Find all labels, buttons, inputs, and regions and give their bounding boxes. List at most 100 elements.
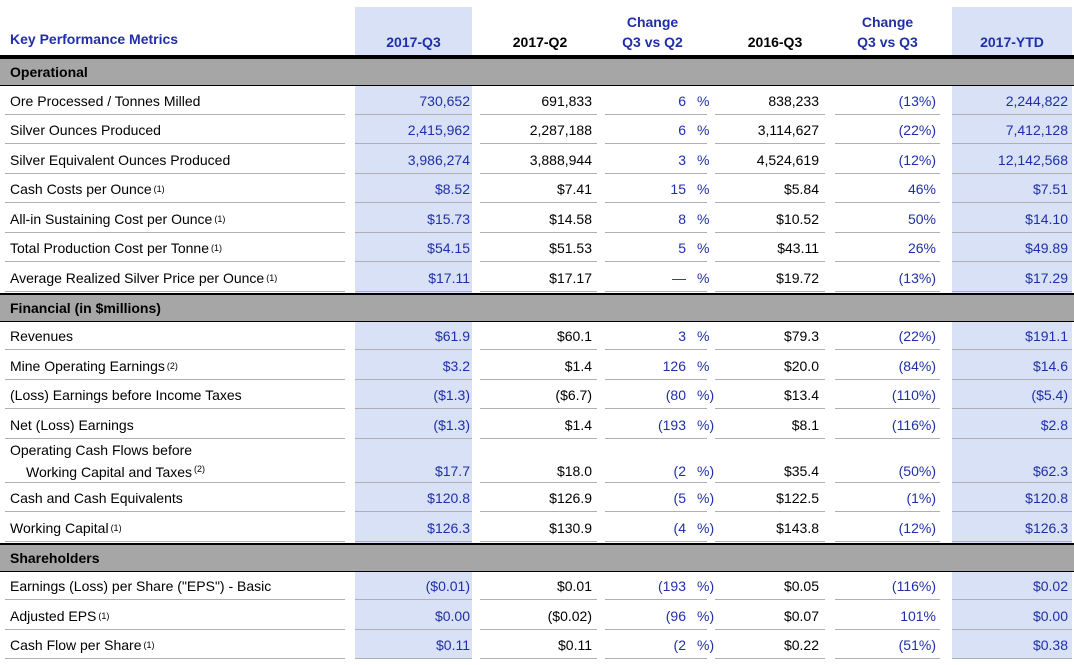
row-underline (952, 349, 1072, 350)
row-underline (952, 143, 1072, 144)
value-2017-ytd: $14.10 (1025, 210, 1068, 227)
change-q3-vs-q3: (12%) (898, 519, 936, 536)
row-underline (355, 172, 472, 174)
row-label-text: Adjusted EPS (10, 607, 97, 624)
row-underline (5, 599, 345, 600)
row-underline (5, 202, 345, 203)
change-q3-vs-q3: (22%) (898, 122, 936, 139)
row-underline (715, 378, 825, 380)
change-q3-vs-q2-value: (2 (673, 462, 686, 479)
change-q3-vs-q2-percent: % (697, 181, 710, 198)
row-underline (480, 113, 597, 115)
value-2017-q3: 2,415,962 (407, 122, 470, 139)
value-2017-q3: $3.2 (442, 357, 470, 374)
row-label-text: Mine Operating Earnings (10, 357, 165, 374)
value-2017-ytd: $62.3 (1032, 462, 1068, 479)
row-underline (355, 231, 472, 233)
row-underline (952, 290, 1072, 292)
row-underline (835, 113, 940, 115)
value-2017-q3: ($1.3) (433, 416, 470, 433)
row-label-text: Revenues (10, 328, 74, 345)
row-underline (355, 481, 472, 483)
value-2016-q3: $8.1 (791, 416, 819, 433)
row-underline (5, 540, 345, 542)
value-2017-ytd: $7.51 (1032, 181, 1068, 198)
row-underline (835, 658, 940, 659)
row-underline (952, 658, 1072, 659)
table-row: Cash Flow per Share (1) $0.11 $0.11 (2%) $0.2… (0, 631, 1074, 661)
row-label: Ore Processed / Tonnes Milled (10, 86, 200, 116)
header-change1-line2: Q3 vs Q2 (622, 34, 683, 50)
row-underline (480, 511, 597, 512)
row-label-text: (Loss) Earnings before Income Taxes (10, 387, 242, 404)
table-row: Cash Costs per Ounce (1) $8.52 $7.41 15% $5.8… (0, 175, 1074, 205)
row-underline (480, 378, 597, 380)
value-2016-q3: $143.8 (776, 519, 819, 536)
row-underline (715, 202, 825, 203)
section-title: Financial (in $millions) (10, 299, 161, 316)
table-row: Total Production Cost per Tonne (1) $54.15… (0, 234, 1074, 264)
row-underline (715, 437, 825, 439)
row-underline (355, 113, 472, 115)
table-row: Earnings (Loss) per Share ("EPS") - Basi… (0, 572, 1074, 602)
value-2017-q2: ($6.7) (555, 387, 592, 404)
header-2017-q3: 2017-Q3 (386, 34, 441, 50)
table-row: Cash and Cash Equivalents $120.8 $126.9 (5%… (0, 484, 1074, 514)
row-label: Earnings (Loss) per Share ("EPS") - Basi… (10, 572, 271, 602)
row-underline (952, 172, 1072, 174)
row-underline (605, 511, 707, 512)
section-title: Shareholders (10, 549, 100, 566)
change-q3-vs-q2-value: 6 (678, 122, 686, 139)
row-underline (952, 540, 1072, 542)
change-q3-vs-q2-percent: %) (697, 637, 715, 654)
value-2017-q2: $126.9 (549, 490, 592, 507)
value-2017-ytd: $0.00 (1032, 607, 1068, 624)
row-underline (835, 261, 940, 262)
change-q3-vs-q3: (51%) (898, 637, 936, 654)
row-underline (355, 599, 472, 600)
value-2016-q3: $43.11 (777, 240, 819, 257)
row-underline (715, 172, 825, 174)
row-underline (952, 113, 1072, 115)
change-q3-vs-q2-percent: %) (697, 462, 715, 479)
row-underline (715, 113, 825, 115)
row-underline (5, 378, 345, 380)
value-2017-q2: 691,833 (541, 92, 592, 109)
row-underline (480, 408, 597, 409)
row-label-text: Cash Flow per Share (10, 637, 142, 654)
table-row: Silver Equivalent Ounces Produced 3,986,2… (0, 145, 1074, 175)
table-row: (Loss) Earnings before Income Taxes ($1.3… (0, 381, 1074, 411)
value-2017-ytd: $0.38 (1032, 637, 1068, 654)
change-q3-vs-q2-percent: % (697, 210, 710, 227)
change-q3-vs-q3: (13%) (898, 269, 936, 286)
value-2017-ytd: 2,244,822 (1005, 92, 1068, 109)
row-underline (355, 261, 472, 262)
row-label-text: Average Realized Silver Price per Ounce (10, 269, 265, 286)
row-underline (715, 599, 825, 600)
row-label-text: Cash and Cash Equivalents (10, 490, 183, 507)
value-2016-q3: $19.72 (776, 269, 819, 286)
change-q3-vs-q3: (22%) (898, 328, 936, 345)
row-label-line2-wrap: Working Capital and Taxes (2) (10, 460, 205, 482)
value-2017-q3: ($1.3) (433, 387, 470, 404)
row-label: Cash Costs per Ounce (1) (10, 175, 165, 205)
value-2017-q2: $17.17 (549, 269, 592, 286)
row-underline (480, 202, 597, 203)
value-2017-q2: 3,888,944 (529, 151, 592, 168)
row-label-text: Silver Equivalent Ounces Produced (10, 151, 231, 168)
value-2017-ytd: $120.8 (1025, 490, 1068, 507)
row-underline (5, 172, 345, 174)
section-header: Shareholders (0, 542, 1074, 572)
value-2017-ytd: $17.29 (1025, 269, 1068, 286)
row-underline (355, 202, 472, 203)
row-underline (835, 599, 940, 600)
value-2016-q3: $79.3 (783, 328, 819, 345)
row-underline (480, 261, 597, 262)
header-change-q3-vs-q2: Change Q3 vs Q2 (605, 12, 700, 52)
row-underline (480, 349, 597, 350)
value-2017-q3: $0.00 (434, 607, 470, 624)
row-label-text: Total Production Cost per Tonne (10, 240, 209, 257)
value-2016-q3: 838,233 (768, 92, 819, 109)
row-underline (5, 290, 345, 292)
row-label: Adjusted EPS (1) (10, 601, 109, 631)
